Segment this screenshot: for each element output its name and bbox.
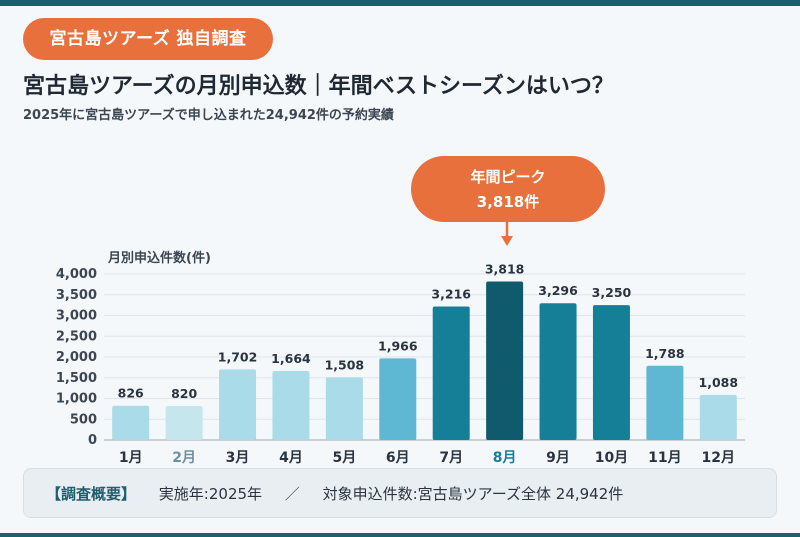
bar-12 (699, 394, 737, 440)
y-tick-label: 2,500 (56, 329, 97, 344)
peak-callout-label: 年間ピーク (470, 168, 546, 186)
x-tick-label-9: 9月 (546, 450, 570, 466)
y-tick-label: 1,000 (56, 392, 97, 407)
bar-3 (219, 369, 257, 440)
x-tick-label-5: 5月 (333, 450, 357, 466)
y-tick-label: 0 (88, 433, 97, 448)
value-label-12: 1,088 (699, 375, 739, 390)
bar-2 (165, 405, 203, 440)
value-label-4: 1,664 (271, 351, 311, 366)
y-tick-label: 500 (70, 412, 97, 427)
value-label-7: 3,216 (431, 287, 471, 302)
x-tick-label-3: 3月 (226, 450, 250, 466)
bar-1 (112, 405, 150, 440)
value-label-9: 3,296 (538, 283, 578, 298)
survey-year: 実施年:2025年 (158, 485, 263, 503)
x-tick-label-4: 4月 (279, 450, 303, 466)
survey-summary: 【調査概要】 実施年:2025年 ／ 対象申込件数:宮古島ツアーズ全体 24,9… (23, 468, 777, 518)
survey-summary-heading: 【調査概要】 (46, 485, 137, 503)
survey-summary-separator: ／ (284, 485, 300, 503)
bar-4 (272, 370, 310, 440)
page-title: 宮古島ツアーズの月別申込数｜年間ベストシーズンはいつ？ (23, 74, 614, 99)
y-axis-label: 月別申込件数(件) (107, 250, 211, 266)
x-tick-label-6: 6月 (386, 450, 410, 466)
x-tick-label-2: 2月 (172, 450, 196, 466)
y-tick-label: 3,500 (56, 288, 97, 303)
x-tick-label-7: 7月 (439, 450, 463, 466)
peak-callout: 年間ピーク 3,818件 (411, 156, 605, 222)
bar-10 (592, 305, 630, 440)
top-accent-rule (0, 0, 800, 6)
value-label-6: 1,966 (378, 338, 418, 353)
bottom-accent-rule (0, 533, 800, 537)
survey-badge: 宮古島ツアーズ 独自調査 (23, 18, 273, 60)
x-tick-label-1: 1月 (119, 450, 143, 466)
value-label-3: 1,702 (218, 349, 258, 364)
value-label-8: 3,818 (485, 262, 525, 277)
down-arrow-icon (501, 222, 513, 246)
bar-7 (432, 306, 470, 440)
bar-8 (486, 281, 524, 440)
x-tick-label-8: 8月 (493, 450, 517, 466)
y-tick-label: 3,000 (56, 309, 97, 324)
bar-5 (325, 377, 363, 440)
monthly-bookings-bar-chart: 月別申込件数(件) 0 500 1,000 1,500 2,000 2,500 3,000 3… (56, 250, 745, 466)
y-tick-label: 1,500 (56, 371, 97, 386)
value-label-10: 3,250 (592, 285, 632, 300)
value-label-11: 1,788 (645, 346, 685, 361)
survey-scope: 対象申込件数:宮古島ツアーズ全体 24,942件 (322, 485, 624, 503)
y-tick-label: 2,000 (56, 350, 97, 365)
value-label-5: 1,508 (325, 357, 365, 372)
bar-6 (379, 358, 417, 440)
bar-9 (539, 303, 577, 440)
peak-callout-value: 3,818件 (476, 193, 540, 211)
value-label-1: 826 (118, 386, 144, 401)
x-tick-label-10: 10月 (595, 450, 628, 466)
y-tick-label: 4,000 (56, 267, 97, 282)
x-tick-label-12: 12月 (702, 450, 735, 466)
bar-11 (646, 365, 684, 440)
x-tick-label-11: 11月 (648, 450, 681, 466)
page-subtitle: 2025年に宮古島ツアーズで申し込まれた24,942件の予約実績 (23, 108, 394, 123)
value-label-2: 820 (171, 386, 197, 401)
